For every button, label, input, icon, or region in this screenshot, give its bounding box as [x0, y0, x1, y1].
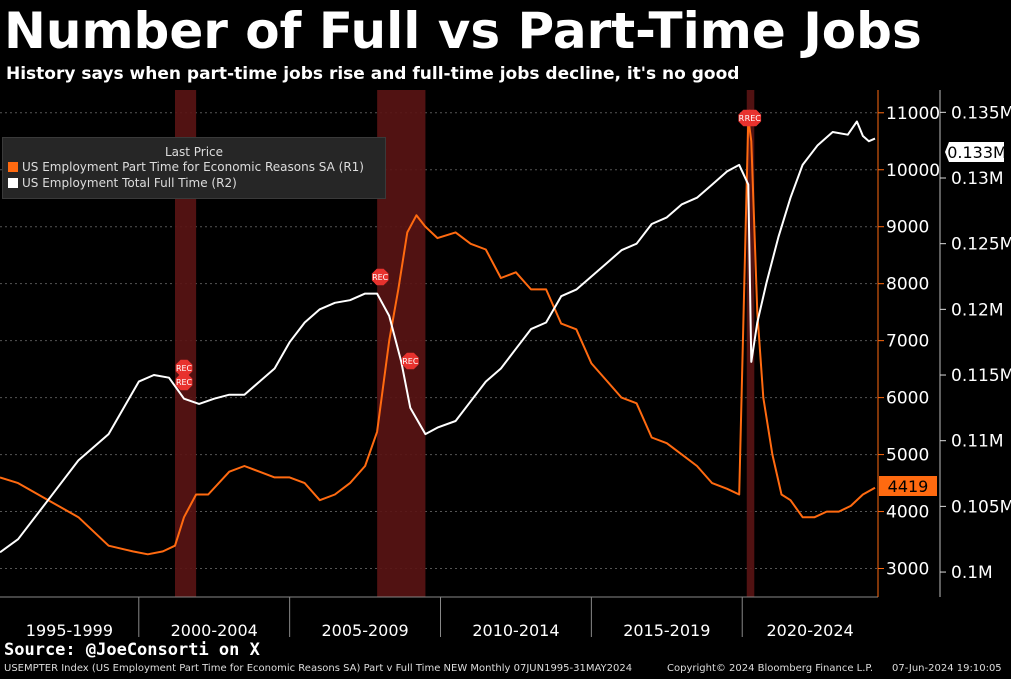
recession-marker: [744, 109, 762, 127]
chart-subtitle: History says when part-time jobs rise an…: [6, 64, 740, 84]
x-tick-label: 2000-2004: [171, 621, 258, 640]
r1-tick-labels: 3000 4000 5000 6000 7000 8000 9000 10000 11000: [878, 104, 940, 580]
r2-tick-label: 0.105M: [951, 497, 1011, 517]
recession-marker-label: REC: [402, 357, 419, 366]
last-value-labels: 4419 0.133M: [879, 142, 1007, 496]
r2-tick-label: 0.115M: [951, 366, 1011, 386]
legend-item-part-time: US Employment Part Time for Economic Rea…: [8, 159, 385, 175]
part-time-last-value: 4419: [888, 477, 929, 496]
r2-tick-label: 0.1M: [951, 563, 993, 583]
r2-tick-label: 0.12M: [951, 300, 1004, 320]
recession-band: [174, 90, 197, 597]
r1-tick-label: 4000: [886, 503, 929, 523]
x-tick-label: 2010-2014: [472, 621, 559, 640]
recession-marker: [371, 268, 389, 286]
recession-markers: RECRECRECRECRECREC: [175, 109, 762, 391]
part-time-last-value-box: [879, 476, 937, 496]
footer-index-info: USEMPTER Index (US Employment Part Time …: [4, 663, 633, 674]
r2-tick-labels: 0.1M 0.105M 0.11M 0.115M 0.12M 0.125M 0.13M 0.1…: [940, 103, 1011, 583]
x-tick-label: 2015-2019: [623, 621, 710, 640]
r1-tick-label: 10000: [886, 161, 940, 181]
footer-timestamp: 07-Jun-2024 19:10:05: [892, 663, 1002, 674]
recession-marker: [175, 359, 193, 377]
x-tick-labels: 1995-1999 2000-2004 2005-2009 2010-2014 2015…: [26, 621, 854, 640]
recession-marker-label: REC: [745, 114, 762, 123]
full-time-last-value: 0.133M: [947, 143, 1007, 162]
series-layer: [0, 117, 876, 556]
legend-heading: Last Price: [164, 145, 224, 159]
x-period-separators: [138, 597, 743, 637]
axis-lines: [0, 90, 941, 598]
recession-marker: [402, 352, 419, 370]
r1-tick-label: 6000: [886, 389, 929, 409]
footer-copyright: Copyright© 2024 Bloomberg Finance L.P.: [667, 663, 874, 674]
legend-label-full-time: US Employment Total Full Time (R2): [22, 176, 237, 190]
recession-marker: [175, 373, 193, 391]
legend-swatch-part-time: [8, 162, 18, 172]
recession-marker-label: REC: [372, 273, 389, 282]
full-time-series-line: [0, 120, 876, 554]
x-tick-label: 1995-1999: [26, 621, 113, 640]
legend-item-full-time: US Employment Total Full Time (R2): [8, 175, 385, 191]
r1-tick-label: 3000: [886, 560, 929, 580]
x-tick-label: 2020-2024: [767, 621, 854, 640]
full-time-last-value-box: [945, 142, 1004, 162]
legend: Last Price US Employment Part Time for E…: [2, 137, 386, 199]
r1-tick-label: 9000: [886, 218, 929, 238]
source-credit: Source: @JoeConsorti on X: [4, 640, 260, 660]
part-time-series-line: [0, 117, 876, 556]
legend-swatch-full-time: [8, 178, 18, 188]
r1-tick-label: 11000: [886, 104, 940, 124]
r2-tick-label: 0.11M: [951, 432, 1004, 452]
r2-tick-label: 0.125M: [951, 235, 1011, 255]
r2-tick-label: 0.135M: [951, 103, 1011, 123]
recession-marker-label: REC: [176, 378, 193, 387]
chart-title: Number of Full vs Part-Time Jobs: [4, 2, 922, 60]
legend-label-part-time: US Employment Part Time for Economic Rea…: [22, 160, 364, 174]
x-tick-label: 2005-2009: [321, 621, 408, 640]
r1-tick-label: 8000: [886, 275, 929, 295]
r1-tick-label: 5000: [886, 446, 929, 466]
r2-tick-label: 0.13M: [951, 169, 1004, 189]
recession-marker-label: REC: [176, 364, 193, 373]
r1-tick-label: 7000: [886, 332, 929, 352]
